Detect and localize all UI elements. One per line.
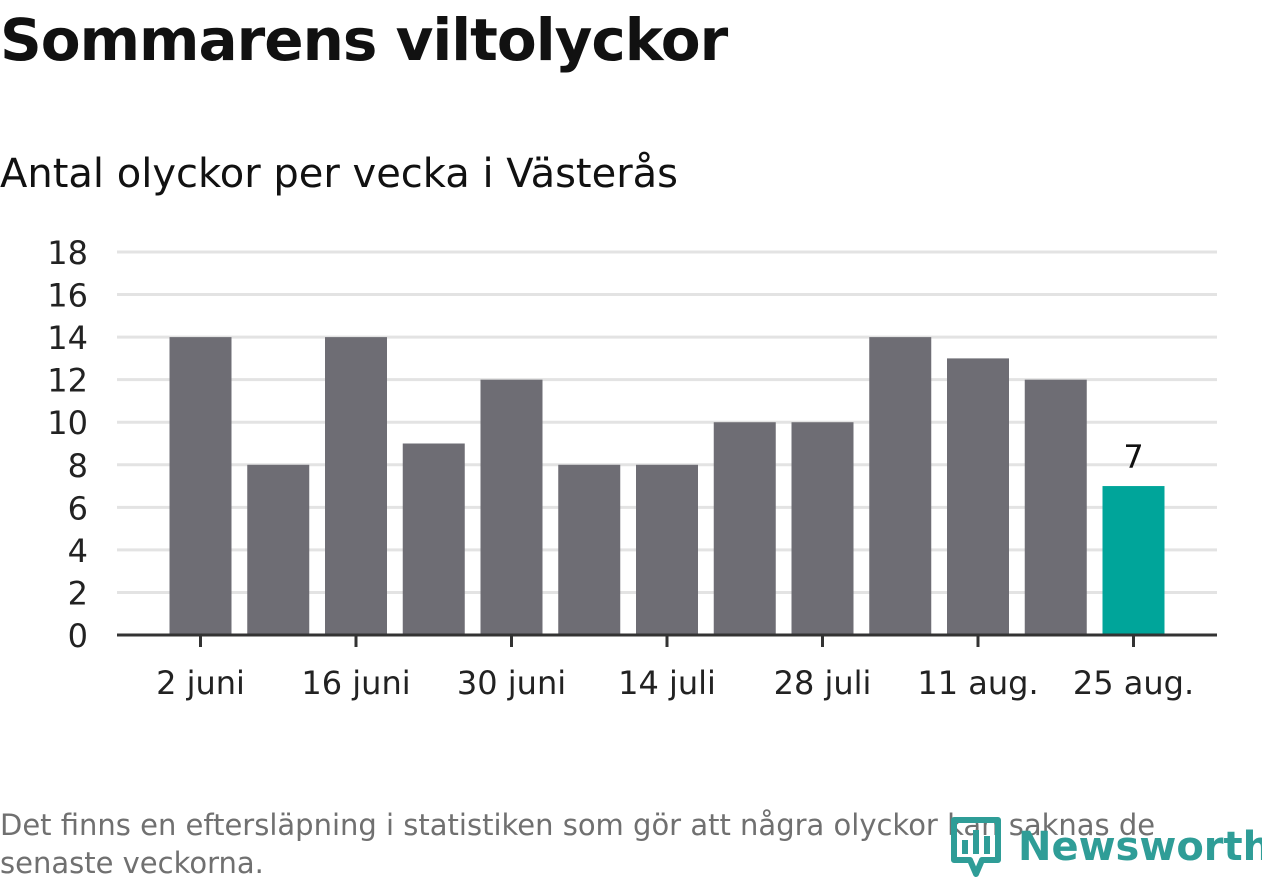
- y-tick-label: 2: [68, 574, 88, 612]
- bar: [713, 422, 776, 635]
- y-tick-label: 14: [47, 319, 88, 357]
- bar: [247, 464, 310, 635]
- chart-subtitle: Antal olyckor per vecka i Västerås: [0, 151, 679, 197]
- x-tick-label: 14 juli: [618, 664, 716, 702]
- y-tick-label: 18: [47, 234, 88, 272]
- chart-title: Sommarens viltolyckor: [0, 6, 728, 74]
- x-tick-label: 11 aug.: [917, 664, 1038, 702]
- bar: [636, 464, 698, 635]
- bar: [325, 337, 387, 635]
- bar: [558, 464, 621, 635]
- data-label: 7: [1123, 438, 1143, 476]
- chart-footnote: Det finns en eftersläpning i statistiken…: [0, 808, 1156, 880]
- x-tick-label: 30 juni: [457, 664, 566, 702]
- bar-chart: 0 2 4 6 8 10 12 14 16 18 7 2 juni 16 juni 30 juni 14 j…: [47, 234, 1217, 702]
- x-tick-label: 2 juni: [156, 664, 245, 702]
- y-tick-label: 16: [47, 277, 88, 315]
- y-tick-label: 12: [47, 362, 88, 400]
- bar: [869, 337, 932, 635]
- x-tick-label: 25 aug.: [1073, 664, 1194, 702]
- y-tick-label: 8: [68, 447, 88, 485]
- newsworthy-logo-icon: [951, 817, 1001, 877]
- bar: [791, 422, 854, 635]
- y-tick-label: 6: [68, 489, 88, 527]
- newsworthy-logo-text: Newsworthy: [1018, 824, 1262, 870]
- y-tick-label: 4: [68, 532, 88, 570]
- bar: [169, 337, 232, 635]
- x-tick-label: 28 juli: [774, 664, 872, 702]
- bar: [480, 379, 543, 635]
- y-tick-label: 10: [47, 404, 88, 442]
- bar: [402, 443, 465, 635]
- y-tick-label: 0: [68, 617, 88, 655]
- newsworthy-logo: Newsworthy: [950, 815, 1262, 879]
- x-tick-label: 16 juni: [301, 664, 410, 702]
- bar: [947, 358, 1009, 635]
- bar: [1024, 379, 1087, 635]
- bar: [1102, 486, 1165, 635]
